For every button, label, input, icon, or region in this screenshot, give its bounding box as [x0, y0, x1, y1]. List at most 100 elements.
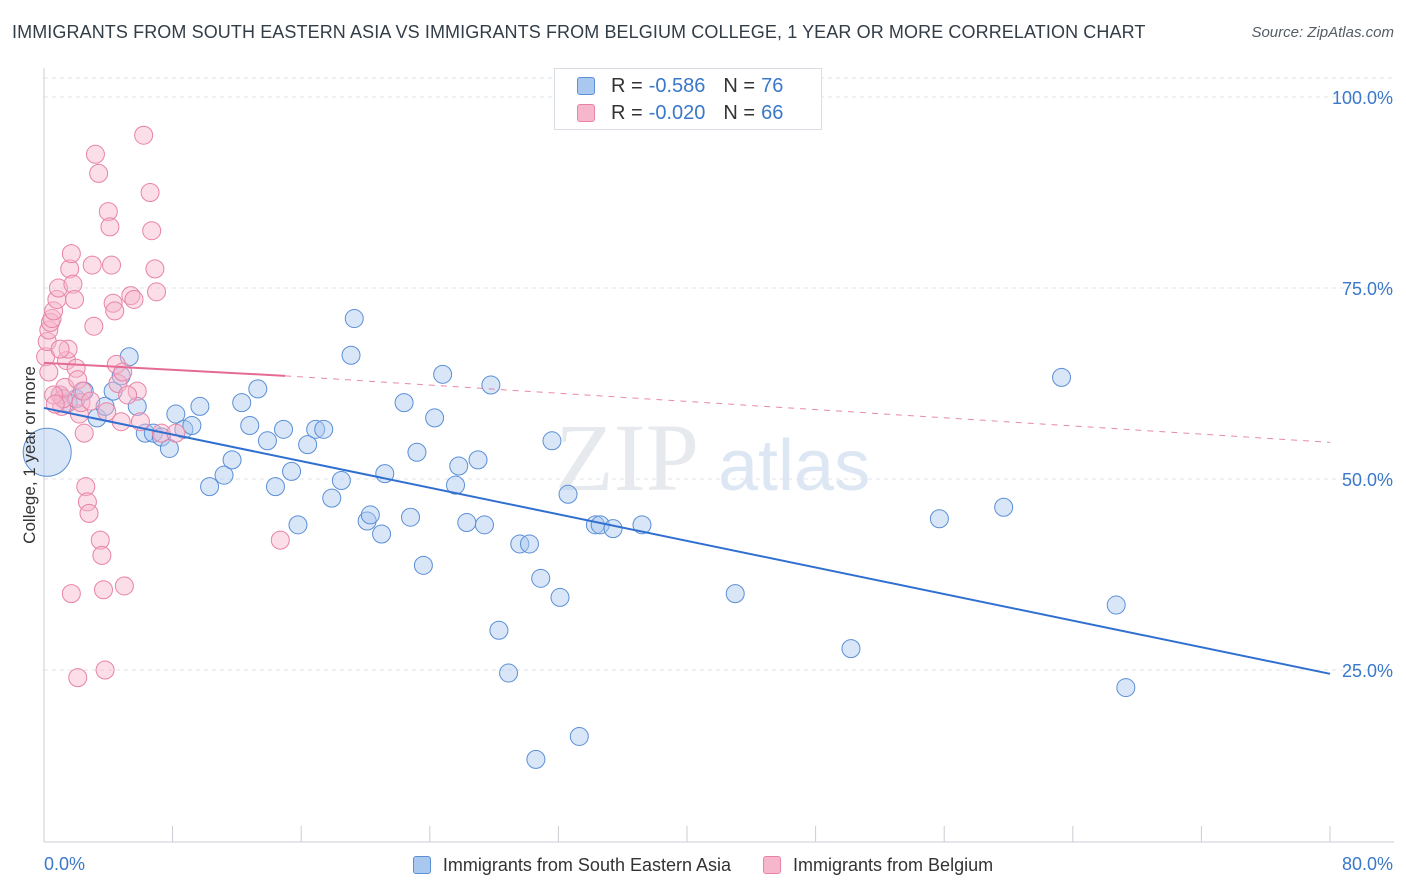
point-sea [357, 511, 377, 531]
point-sea [182, 416, 202, 436]
point-sea [331, 471, 351, 491]
legend-item-sea: Immigrants from South Eastern Asia [412, 854, 732, 876]
point-belgium [63, 274, 83, 294]
point-belgium [93, 580, 113, 600]
point-sea [200, 477, 220, 497]
legend-label-belgium: Immigrants from Belgium [793, 854, 994, 875]
point-sea [274, 419, 294, 439]
point-belgium [61, 584, 81, 604]
point-sea [248, 379, 268, 399]
point-belgium [68, 370, 88, 390]
point-sea [265, 477, 285, 497]
n-value: 76 [761, 74, 784, 97]
point-belgium [97, 402, 117, 422]
point-sea [994, 497, 1014, 517]
y-tick-label: 25.0% [1342, 661, 1393, 681]
point-sea [449, 456, 469, 476]
point-sea [344, 309, 364, 329]
point-sea [306, 419, 326, 439]
point-sea [929, 509, 949, 529]
legend-item-belgium: Immigrants from Belgium [763, 855, 993, 876]
legend-swatch-belgium [577, 104, 595, 122]
point-sea [413, 555, 433, 575]
point-sea [257, 431, 277, 451]
legend-label-sea: Immigrants from South Eastern Asia [442, 854, 732, 875]
point-belgium [92, 545, 112, 565]
point-belgium [106, 354, 126, 374]
point-sea [531, 568, 551, 588]
point-sea [1052, 367, 1072, 387]
point-belgium [74, 423, 94, 443]
point-belgium [68, 668, 88, 688]
point-sea [841, 639, 861, 659]
legend-swatch-sea [412, 856, 431, 874]
point-sea [446, 475, 466, 495]
point-sea [222, 450, 242, 470]
point-sea [510, 534, 530, 554]
point-belgium [142, 221, 162, 241]
point-sea [474, 515, 494, 535]
point-belgium [124, 289, 144, 309]
y-tick-label: 50.0% [1342, 470, 1393, 490]
point-belgium [39, 320, 59, 340]
point-belgium [100, 217, 120, 237]
point-belgium [89, 163, 109, 183]
point-sea [190, 396, 210, 416]
point-belgium [73, 381, 93, 401]
point-belgium [39, 362, 59, 382]
n-value: 66 [761, 101, 784, 124]
point-sea [232, 393, 252, 413]
point-sea [519, 534, 539, 554]
r-label: R = [611, 101, 643, 124]
legend-row-belgium: R = -0.020 N = 66 [577, 101, 783, 125]
point-sea [360, 505, 380, 525]
point-belgium [113, 362, 133, 382]
legend-swatch-sea [577, 77, 595, 95]
point-belgium [102, 255, 122, 275]
point-sea [341, 345, 361, 365]
point-sea [499, 663, 519, 683]
point-sea [468, 450, 488, 470]
r-value: -0.020 [648, 101, 706, 124]
y-tick-label: 75.0% [1342, 279, 1393, 299]
point-sea [433, 364, 453, 384]
point-sea [282, 461, 302, 481]
point-belgium [42, 309, 62, 329]
point-belgium [65, 289, 85, 309]
point-sea [314, 419, 334, 439]
point-sea [542, 431, 562, 451]
point-sea [457, 513, 477, 533]
point-belgium [76, 477, 96, 497]
point-sea [481, 375, 501, 395]
point-sea [407, 442, 427, 462]
legend-swatch-belgium [763, 856, 782, 874]
x-tick-label: 0.0% [44, 854, 85, 874]
point-sea [1106, 595, 1126, 615]
point-belgium [48, 278, 68, 298]
point-belgium [44, 301, 64, 321]
point-belgium [147, 282, 167, 302]
point-belgium [145, 259, 165, 279]
point-belgium [140, 183, 160, 202]
point-sea [214, 465, 234, 485]
correlation-legend: R = -0.586 N = 76 R = -0.020 N = 66 [554, 68, 822, 130]
point-belgium [95, 660, 115, 680]
point-belgium [85, 144, 105, 164]
point-belgium [90, 530, 110, 550]
point-belgium [84, 316, 104, 336]
n-label: N = [723, 101, 756, 124]
series-legend: Immigrants from South Eastern Asia Immig… [0, 852, 1406, 878]
point-sea [489, 620, 509, 640]
trendline-sea [43, 406, 1331, 675]
point-belgium [134, 125, 154, 145]
point-sea [526, 749, 546, 769]
point-sea [425, 408, 445, 428]
point-sea [166, 404, 186, 424]
point-sea [632, 515, 652, 535]
point-sea [298, 435, 318, 455]
point-belgium [50, 339, 70, 359]
point-belgium [61, 244, 81, 264]
point-belgium [60, 259, 80, 279]
point-sea [22, 427, 72, 477]
